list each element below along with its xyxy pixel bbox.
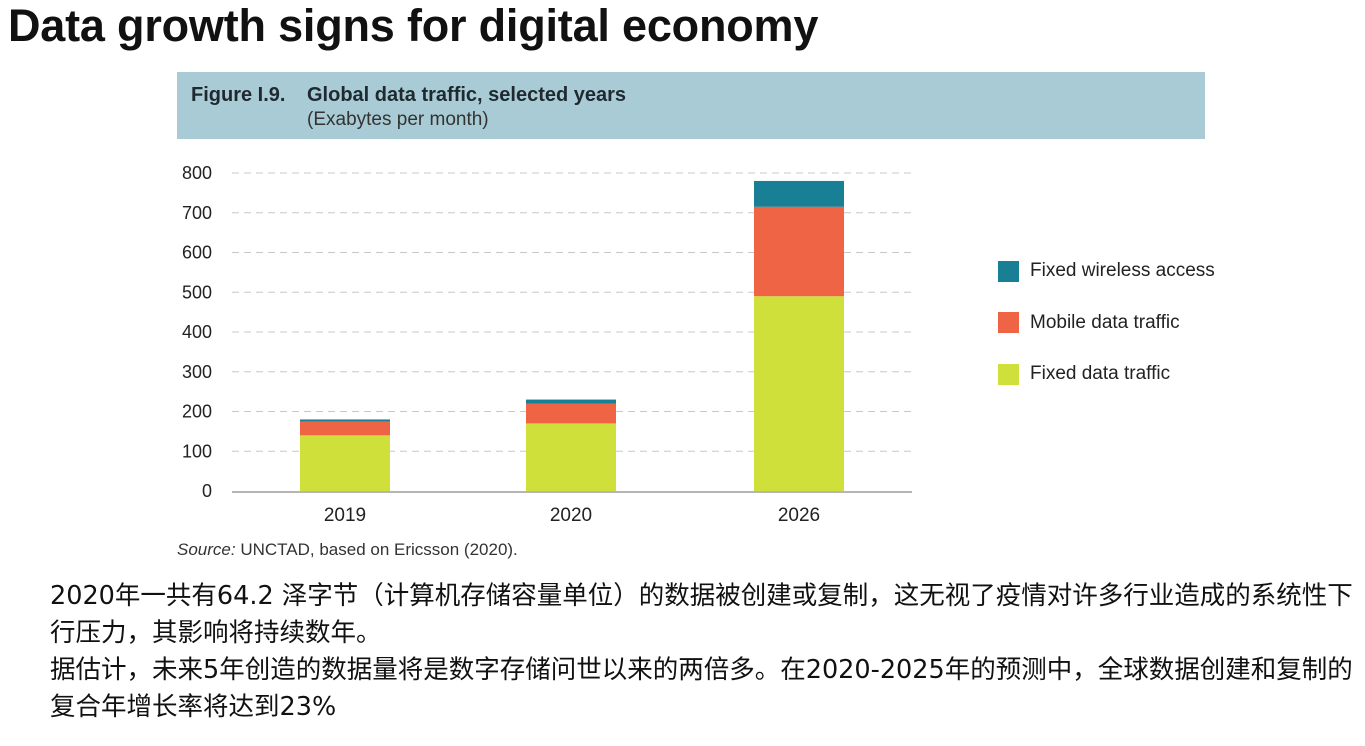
legend-swatch <box>998 260 1019 282</box>
legend-swatch <box>998 312 1019 333</box>
legend-item: Mobile data traffic <box>998 310 1215 336</box>
y-tick-label: 0 <box>202 481 212 501</box>
bar-segment-fixed-wireless-access-2019 <box>300 419 390 422</box>
y-tick-label: 700 <box>182 203 212 223</box>
figure-unit: (Exabytes per month) <box>307 109 489 130</box>
legend-item: Fixed wireless access <box>998 258 1215 284</box>
legend-item: Fixed data traffic <box>998 361 1215 387</box>
body-paragraph-2: 据估计，未来5年创造的数据量将是数字存储问世以来的两倍多。在2020-2025年… <box>50 655 1353 722</box>
bar-segment-fixed-data-traffic-2019 <box>300 435 390 491</box>
y-tick-label: 400 <box>182 322 212 342</box>
chart-legend: Fixed wireless access Mobile data traffic… <box>998 258 1215 413</box>
x-tick-label: 2019 <box>324 505 366 526</box>
bar-segment-fixed-data-traffic-2020 <box>526 423 616 491</box>
bar-segment-mobile-data-traffic-2020 <box>526 403 616 424</box>
figure-source: Source: UNCTAD, based on Ericsson (2020)… <box>177 540 518 560</box>
bar-segment-fixed-data-traffic-2026 <box>754 296 844 491</box>
y-tick-label: 800 <box>182 163 212 183</box>
body-text: 2020年一共有64.2 泽字节（计算机存储容量单位）的数据被创建或复制，这无视… <box>50 578 1360 726</box>
slide-title: Data growth signs for digital economy <box>8 0 819 51</box>
legend-label: Mobile data traffic <box>1030 311 1180 333</box>
y-tick-label: 200 <box>182 402 212 422</box>
x-tick-label: 2020 <box>550 505 592 526</box>
bar-segment-fixed-wireless-access-2026 <box>754 180 844 207</box>
source-text: UNCTAD, based on Ericsson (2020). <box>235 540 518 559</box>
legend-label: Fixed data traffic <box>1030 363 1171 384</box>
legend-swatch <box>998 363 1019 385</box>
y-tick-label: 300 <box>182 362 212 382</box>
bar-segment-fixed-wireless-access-2020 <box>526 399 616 404</box>
x-tick-label: 2026 <box>778 505 820 526</box>
source-label: Source: <box>177 540 236 559</box>
legend-label: Fixed wireless access <box>1030 260 1215 281</box>
y-tick-label: 500 <box>182 282 212 302</box>
bar-segment-mobile-data-traffic-2019 <box>300 421 390 436</box>
y-tick-label: 100 <box>182 441 212 461</box>
figure-title: Global data traffic, selected years <box>307 84 627 106</box>
y-tick-label: 600 <box>182 243 212 263</box>
figure-number: Figure I.9. <box>191 84 286 106</box>
bar-segment-mobile-data-traffic-2026 <box>754 206 844 297</box>
figure-header: Figure I.9. Global data traffic, selecte… <box>177 72 1205 139</box>
body-paragraph-1: 2020年一共有64.2 泽字节（计算机存储容量单位）的数据被创建或复制，这无视… <box>50 581 1353 648</box>
